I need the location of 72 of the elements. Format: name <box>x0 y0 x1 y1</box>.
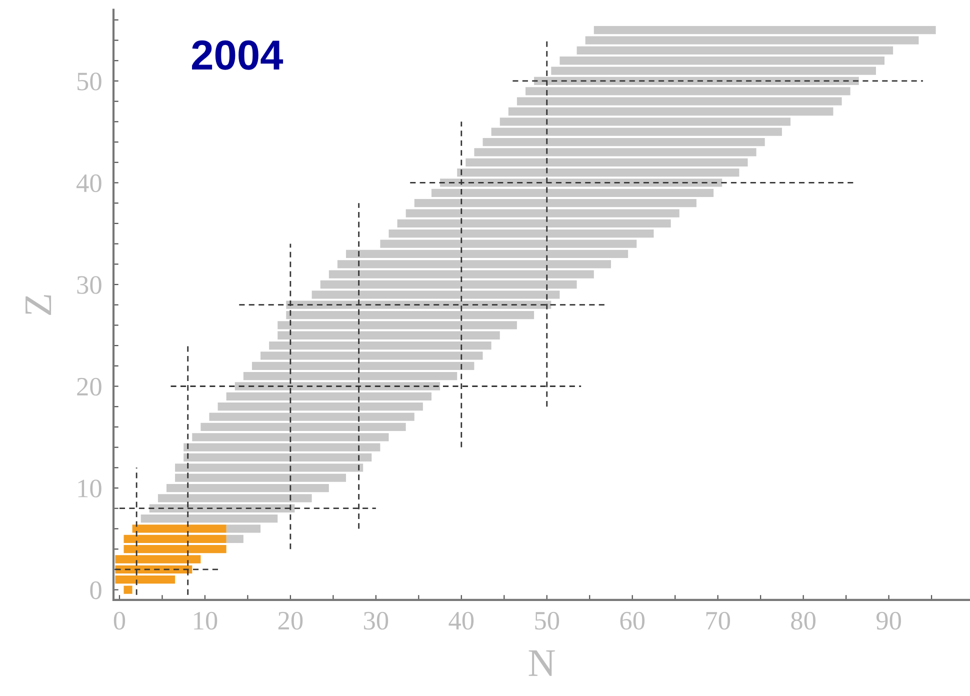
bar <box>508 107 834 116</box>
bar <box>115 555 201 564</box>
bar <box>209 412 414 421</box>
y-tick-label: 20 <box>77 378 102 396</box>
bar <box>414 199 696 208</box>
y-tick-label: 30 <box>77 276 102 294</box>
bar <box>175 464 364 472</box>
bar <box>516 97 842 106</box>
bar <box>166 484 329 492</box>
bar <box>124 545 226 554</box>
bar <box>269 341 492 350</box>
bar <box>192 433 389 442</box>
bar <box>397 219 671 228</box>
bar <box>534 76 859 86</box>
bar <box>132 524 226 533</box>
bar <box>115 576 176 584</box>
bar <box>252 362 474 370</box>
x-tick-label: 70 <box>706 612 730 630</box>
bar <box>184 443 380 452</box>
bar <box>337 260 611 268</box>
bar <box>140 514 278 523</box>
bar <box>278 321 517 330</box>
bar <box>457 168 740 177</box>
bar <box>260 352 483 360</box>
bar <box>124 586 132 594</box>
y-tick-label: 0 <box>90 581 102 600</box>
bar <box>218 402 423 411</box>
x-tick-label: 60 <box>620 612 645 630</box>
bar <box>346 250 628 258</box>
bar <box>320 280 577 289</box>
bar <box>388 230 654 238</box>
bar <box>560 56 885 65</box>
bar <box>243 372 458 380</box>
bar <box>226 524 261 533</box>
bar <box>594 26 936 34</box>
y-tick-label: 40 <box>76 174 102 192</box>
bar <box>466 158 748 166</box>
bar <box>312 290 560 299</box>
bar <box>158 494 312 502</box>
x-tick-label: 0 <box>114 612 126 630</box>
bar <box>184 453 372 462</box>
bar <box>286 310 534 320</box>
x-tick-label: 90 <box>876 612 901 630</box>
bar <box>175 474 346 482</box>
bar <box>491 128 782 136</box>
x-tick-label: 50 <box>535 612 560 630</box>
bar <box>226 534 244 543</box>
bar <box>585 36 919 44</box>
bar <box>482 138 765 146</box>
x-tick-label: 10 <box>194 612 218 630</box>
bar <box>526 87 850 96</box>
bar <box>551 66 876 75</box>
x-tick-label: 20 <box>278 612 303 630</box>
bar <box>380 240 637 248</box>
bar <box>328 270 594 278</box>
text: 2004 <box>192 40 284 70</box>
y-tick-label: 50 <box>78 72 102 90</box>
bar <box>406 209 680 218</box>
x-axis-title: N <box>528 650 555 676</box>
bar <box>200 422 406 432</box>
bar <box>576 46 894 55</box>
y-axis-title: Z <box>26 295 52 315</box>
bar <box>124 534 226 543</box>
bar <box>500 118 790 126</box>
x-tick-label: 30 <box>364 612 388 630</box>
bar <box>278 331 500 340</box>
y-tick-label: 10 <box>78 480 102 498</box>
x-tick-label: 40 <box>448 612 474 630</box>
bar <box>226 392 432 400</box>
bar <box>474 148 756 156</box>
bar <box>431 188 714 197</box>
x-tick-label: 80 <box>791 612 816 630</box>
